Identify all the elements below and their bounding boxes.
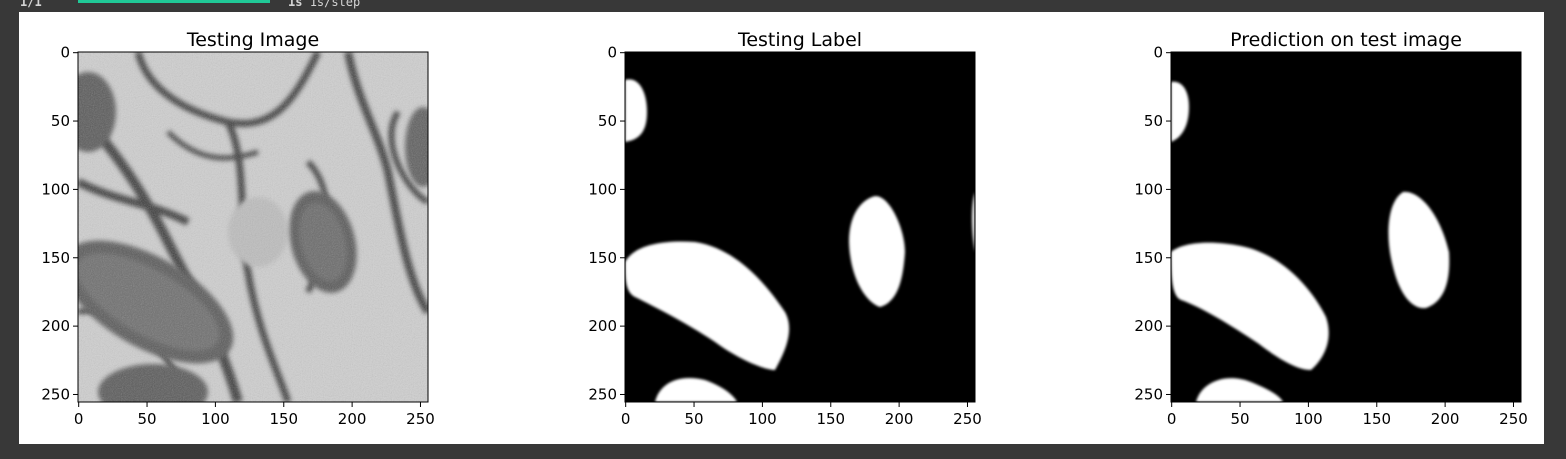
y-tick-label: 50 (51, 112, 70, 130)
y-tick-label: 200 (41, 317, 70, 335)
x-tick-label: 50 (684, 410, 703, 428)
progress-eta: 1s 1s/step (288, 0, 360, 9)
y-tick-label: 0 (1153, 44, 1163, 62)
x-tick-label: 250 (406, 410, 435, 428)
y-tick-label: 100 (1134, 180, 1163, 198)
label-mask (625, 52, 975, 402)
x-tick-label: 200 (885, 410, 914, 428)
output-figure: Testing Image (19, 12, 1544, 444)
progress-line: 1/1 1s 1s/step (20, 0, 820, 11)
y-tick-label: 0 (607, 44, 617, 62)
y-tick-label: 150 (41, 249, 70, 267)
y-tick-label: 0 (60, 44, 70, 62)
microscopy-image (78, 52, 428, 402)
x-tick-label: 50 (1230, 410, 1249, 428)
x-tick-label: 150 (269, 410, 298, 428)
x-tick-label: 100 (1294, 410, 1323, 428)
x-tick-label: 100 (748, 410, 777, 428)
progress-rate: 1s/step (309, 0, 361, 9)
x-tick-label: 100 (201, 410, 230, 428)
y-tick-label: 150 (588, 249, 617, 267)
panel-testing-label: Testing Label 0 50 100 150 200 25005010015020… (588, 29, 981, 428)
y-tick-label: 250 (1134, 385, 1163, 403)
y-tick-label: 150 (1134, 249, 1163, 267)
progress-bar (78, 0, 270, 3)
x-tick-label: 150 (1362, 410, 1391, 428)
prediction-mask (1171, 52, 1521, 402)
x-tick-label: 0 (621, 410, 631, 428)
x-tick-label: 250 (953, 410, 982, 428)
y-tick-label: 250 (588, 385, 617, 403)
figure-canvas: Testing Image (41, 29, 1527, 428)
x-tick-label: 150 (816, 410, 845, 428)
panel-title: Prediction on test image (1230, 29, 1462, 51)
x-tick-label: 50 (137, 410, 156, 428)
x-tick-label: 0 (74, 410, 84, 428)
x-tick-label: 200 (1431, 410, 1460, 428)
x-tick-label: 250 (1499, 410, 1528, 428)
panel-prediction: Prediction on test image 0 50 100 150 200 250… (1134, 29, 1527, 428)
y-tick-label: 50 (598, 112, 617, 130)
x-tick-label: 200 (338, 410, 367, 428)
y-tick-label: 250 (41, 385, 70, 403)
y-tick-label: 100 (588, 180, 617, 198)
progress-time: 1s (288, 0, 303, 9)
y-tick-label: 50 (1144, 112, 1163, 130)
x-tick-label: 0 (1167, 410, 1177, 428)
panel-title: Testing Image (186, 29, 319, 51)
progress-step: 1/1 (20, 0, 42, 9)
y-tick-label: 200 (1134, 317, 1163, 335)
panel-title: Testing Label (737, 29, 862, 51)
panel-testing-image: Testing Image (41, 29, 434, 428)
y-tick-label: 100 (41, 180, 70, 198)
y-tick-label: 200 (588, 317, 617, 335)
